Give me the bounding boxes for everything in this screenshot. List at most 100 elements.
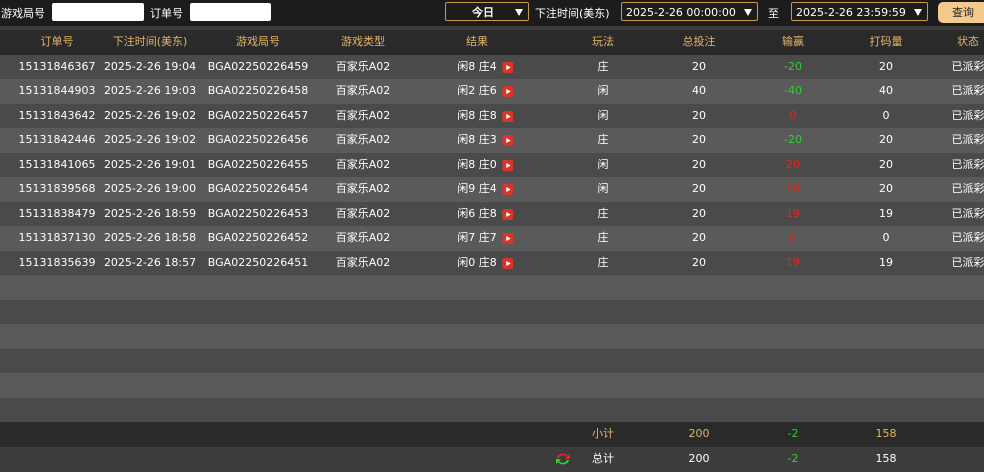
refresh-icon[interactable] — [555, 452, 571, 466]
column-header: 下注时间(美东) — [112, 35, 188, 48]
cell: BGA02250226455 — [207, 157, 309, 171]
column-header: 打码量 — [869, 35, 903, 48]
cell: 百家乐A02 — [335, 84, 391, 97]
table-row[interactable]: 15131841065 2025-2-26 19:01 BGA02250226455… — [0, 152, 984, 177]
cell: 庄 — [597, 133, 609, 146]
cell: BGA02250226453 — [207, 206, 309, 220]
cell: -20 — [784, 59, 802, 73]
cell: 庄 — [597, 231, 609, 244]
play-icon[interactable] — [501, 135, 513, 146]
play-icon[interactable] — [501, 184, 513, 195]
cell: 2025-2-26 18:58 — [103, 231, 197, 244]
cell: 2025-2-26 19:00 — [103, 182, 197, 195]
cell: 19 — [786, 206, 800, 220]
cell: 40 — [879, 84, 893, 97]
cell: 2025-2-26 18:57 — [103, 255, 197, 269]
play-icon[interactable] — [501, 110, 513, 122]
cell: 20 — [786, 157, 800, 171]
table-row — [0, 324, 984, 349]
period-select[interactable]: 今日 — [445, 2, 529, 21]
cell: BGA02250226454 — [207, 182, 309, 195]
label: 下注时间(美东) — [535, 7, 610, 20]
cell: 20 — [692, 255, 706, 269]
column-header: 结果 — [466, 35, 488, 48]
label: 游戏局号 — [1, 7, 45, 20]
table-row[interactable]: 15131837130 2025-2-26 18:58 BGA02250226452… — [0, 226, 984, 251]
table-row[interactable]: 15131842446 2025-2-26 19:02 BGA02250226456… — [0, 128, 984, 153]
subtotal-row: 小计 200 -2 158 — [0, 422, 984, 447]
play-icon[interactable] — [501, 61, 513, 73]
table-row[interactable]: 15131838479 2025-2-26 18:59 BGA02250226453… — [0, 201, 984, 227]
cell: 15131844903 — [18, 84, 96, 97]
table-row[interactable]: 15131839568 2025-2-26 19:00 BGA02250226454… — [0, 177, 984, 202]
order-input[interactable] — [190, 3, 271, 21]
cell: 20 — [879, 182, 893, 195]
cell: 庄 — [597, 59, 609, 73]
cell: 19 — [786, 255, 800, 269]
play-icon[interactable] — [501, 233, 513, 244]
table-row[interactable]: 15131835639 2025-2-26 18:57 BGA02250226451… — [0, 250, 984, 275]
cell: 15131846367 — [18, 59, 96, 73]
cell: 20 — [692, 108, 706, 122]
cell: 闲 — [597, 182, 609, 195]
cell: 20 — [692, 182, 706, 195]
label: 总计 — [592, 451, 614, 465]
turnover: 158 — [875, 427, 897, 440]
win-loss: -2 — [787, 427, 799, 440]
win-loss: -2 — [787, 451, 799, 465]
end-select[interactable]: 2025-2-26 23:59:59 — [791, 2, 928, 21]
cell: 15131842446 — [18, 133, 96, 146]
table-row — [0, 348, 984, 373]
cell: 闲9 庄4 — [457, 177, 513, 202]
cell: BGA02250226451 — [207, 255, 309, 269]
cell: 0 — [882, 231, 890, 244]
play-icon[interactable] — [501, 86, 513, 97]
cell: 闲 — [597, 157, 609, 171]
cell: 0 — [789, 231, 797, 244]
play-icon[interactable] — [501, 208, 513, 220]
cell: 20 — [879, 157, 893, 171]
cell: 15131835639 — [18, 255, 96, 269]
cell: 20 — [692, 157, 706, 171]
cell: 闲 — [597, 108, 609, 122]
cell: 20 — [879, 59, 893, 73]
cell: 已派彩 — [951, 206, 984, 220]
label: 订单号 — [150, 7, 183, 20]
cell: 已派彩 — [951, 182, 984, 195]
cell: 已派彩 — [951, 108, 984, 122]
play-icon[interactable] — [501, 257, 513, 269]
column-header: 游戏类型 — [341, 35, 385, 48]
cell: 已派彩 — [951, 84, 984, 97]
table-row[interactable]: 15131843642 2025-2-26 19:02 BGA02250226457… — [0, 103, 984, 128]
table-row[interactable]: 15131844903 2025-2-26 19:03 BGA02250226458… — [0, 79, 984, 104]
cell: 2025-2-26 19:02 — [103, 108, 197, 122]
query-button[interactable]: 查询 — [938, 2, 984, 23]
cell: 20 — [692, 231, 706, 244]
cell: -40 — [784, 84, 802, 97]
total-row: 总计 200 -2 158 — [0, 446, 984, 471]
column-header: 订单号 — [40, 35, 74, 48]
round-input[interactable] — [52, 3, 144, 21]
table-row — [0, 299, 984, 324]
cell: 已派彩 — [951, 231, 984, 244]
bet: 200 — [688, 451, 710, 465]
cell: 庄 — [597, 255, 609, 269]
cell: 闲7 庄7 — [457, 226, 513, 251]
cell: 2025-2-26 19:01 — [103, 157, 197, 171]
cell: 20 — [692, 206, 706, 220]
start-time: 2025-2-26 00:00:00 — [626, 6, 736, 19]
start-select[interactable]: 2025-2-26 00:00:00 — [621, 2, 758, 21]
table-row[interactable]: 15131846367 2025-2-26 19:04 BGA02250226459… — [0, 54, 984, 79]
cell: 闲6 庄8 — [457, 202, 513, 227]
cell: 闲2 庄6 — [457, 79, 513, 104]
cell: BGA02250226452 — [207, 231, 309, 244]
end-time: 2025-2-26 23:59:59 — [796, 6, 906, 19]
play-icon[interactable] — [501, 159, 513, 171]
cell: 百家乐A02 — [335, 133, 391, 146]
cell: 已派彩 — [951, 59, 984, 73]
cell: 百家乐A02 — [335, 206, 391, 220]
cell: BGA02250226458 — [207, 84, 309, 97]
table-row — [0, 373, 984, 398]
cell: BGA02250226459 — [207, 59, 309, 73]
